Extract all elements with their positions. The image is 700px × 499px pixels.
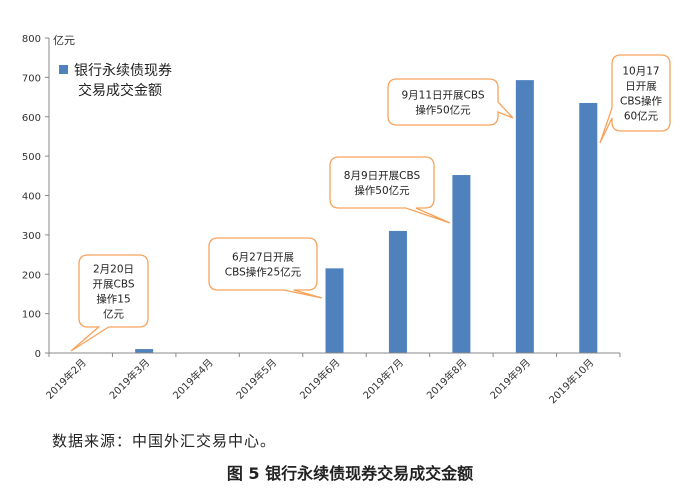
bar — [515, 80, 534, 353]
x-tick-label: 2019年9月 — [487, 356, 533, 402]
bar — [388, 230, 407, 353]
source-note: 数据来源：中国外汇交易中心。 — [52, 432, 277, 450]
figure-caption: 图 5 银行永续债现券交易成交金额 — [226, 464, 474, 483]
x-axis: 2019年2月 2019年3月 2019年4月 2019年5月 2019年6月 2019年… — [43, 352, 621, 406]
callout-box — [70, 254, 149, 352]
callout: 10月17 日开展 CBS操作 60亿元 — [599, 54, 671, 144]
legend-label: 交易成交金额 — [78, 82, 162, 99]
y-tick-label: 500 — [22, 152, 41, 163]
callout-text: 2月20日 — [93, 264, 134, 276]
legend: 银行永续债现券交易成交金额 — [59, 62, 172, 99]
callout-text: 操作50亿元 — [415, 104, 471, 117]
callout: 8月9日开展CBS 操作50亿元 — [329, 156, 451, 224]
bar — [579, 102, 598, 353]
x-tick-label: 2019年7月 — [360, 356, 406, 402]
x-tick-label: 2019年6月 — [297, 356, 343, 402]
bars — [71, 80, 598, 353]
x-tick-label: 2019年10月 — [546, 356, 596, 406]
callout-text: 6月27日开展 — [232, 252, 295, 264]
callout-text: 操作15 — [96, 293, 130, 306]
x-tick-label: 2019年2月 — [43, 356, 89, 402]
x-tick-label: 2019年4月 — [170, 356, 216, 402]
x-tick-label: 2019年8月 — [424, 356, 470, 402]
y-tick-label: 0 — [35, 349, 41, 360]
y-tick-label: 800 — [22, 34, 41, 45]
y-unit-label: 亿元 — [53, 34, 75, 47]
bar — [325, 268, 344, 353]
callout-text: 9月11日开展CBS — [401, 90, 484, 102]
callout: 9月11日开展CBS 操作50亿元 — [387, 78, 514, 126]
callout-box — [329, 156, 451, 224]
legend-label: 银行永续债现券 — [74, 62, 172, 79]
y-axis: 0 100 200 300 400 500 600 700 800 亿元 — [22, 34, 75, 360]
callout-text: 操作50亿元 — [354, 184, 410, 197]
callout-text: 亿元 — [103, 308, 124, 321]
y-tick-label: 700 — [22, 73, 41, 84]
callout-box — [599, 54, 671, 144]
y-tick-label: 600 — [22, 113, 41, 124]
legend-swatch — [59, 65, 68, 74]
y-tick-label: 100 — [22, 310, 41, 321]
callout-text: 8月9日开展CBS — [344, 170, 421, 182]
bar — [452, 175, 471, 353]
callout-box — [208, 237, 323, 299]
x-tick-label: 2019年5月 — [233, 356, 279, 402]
callout-text: 开展CBS — [92, 279, 134, 291]
y-tick-label: 300 — [22, 231, 41, 242]
bar — [135, 349, 154, 353]
callout-text: CBS操作 — [620, 95, 663, 108]
callout-text: 日开展 — [625, 81, 657, 93]
callout-box — [387, 78, 514, 126]
callout: 6月27日开展 CBS操作25亿元 — [208, 237, 323, 299]
callout-text: 60亿元 — [624, 110, 659, 123]
callout-text: CBS操作25亿元 — [225, 266, 302, 279]
y-tick-label: 200 — [22, 270, 41, 281]
x-tick-label: 2019年3月 — [106, 356, 152, 402]
callout-text: 10月17 — [622, 66, 659, 78]
y-tick-label: 400 — [22, 192, 41, 203]
